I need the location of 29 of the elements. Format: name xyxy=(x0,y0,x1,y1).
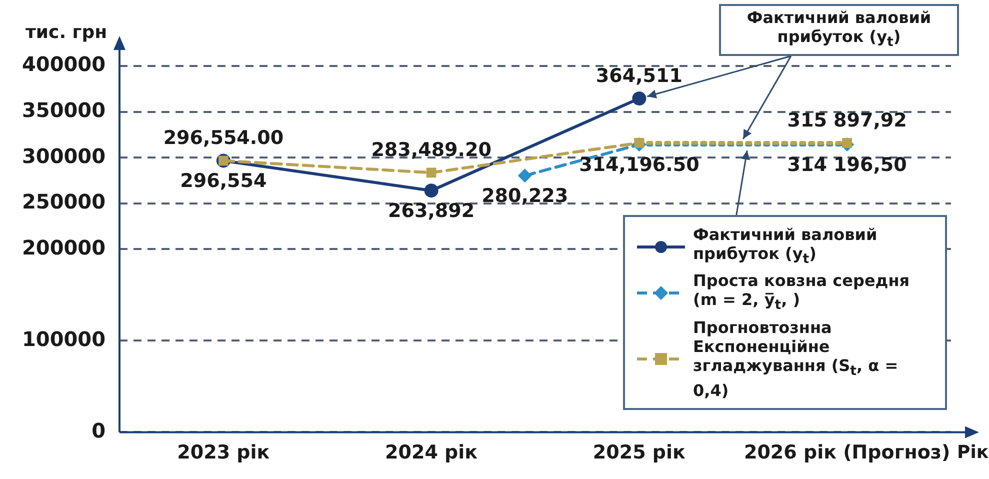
data-label: 314 196,50 xyxy=(787,154,907,176)
y-tick-label: 300000 xyxy=(22,144,106,168)
x-tick-label: 2024 рік xyxy=(385,442,478,464)
data-label: 296,554 xyxy=(180,170,267,192)
data-label: 283,489.20 xyxy=(371,139,492,162)
y-tick-label: 400000 xyxy=(22,52,106,76)
x-tick-label: 2026 рік (Прогноз) xyxy=(744,442,950,464)
data-label: 296,554.00 xyxy=(163,127,284,150)
legend-label: Фактичний валовий прибуток (y$_{t}$) xyxy=(693,225,878,270)
y-axis-title: тис. грн xyxy=(25,22,108,43)
text: Прогновтознна Експоненційне згладжування (S$_{t}$, α = 0,4) xyxy=(693,318,898,400)
legend-label: Проста ковзна середня (m = 2, y̅$_{t}$, ) xyxy=(693,271,911,316)
x-axis-title: Рік xyxy=(957,442,989,464)
point xyxy=(424,184,438,198)
x-tick-label: 2023 рік xyxy=(177,442,270,464)
x-tick-label: 2025 рік xyxy=(592,442,686,464)
y-tick-label: 350000 xyxy=(22,98,106,122)
data-label: 364,511 xyxy=(596,64,682,87)
y-tick-label: 200000 xyxy=(22,235,106,260)
point xyxy=(426,168,436,178)
y-tick-label: 0 xyxy=(92,418,106,442)
point xyxy=(518,168,532,183)
data-label: 280,223 xyxy=(482,185,568,208)
y-tick-label: 250000 xyxy=(22,190,106,214)
data-label: 315 897,92 xyxy=(787,109,907,132)
y-tick-label: 100000 xyxy=(22,326,106,351)
data-label: 263,892 xyxy=(388,200,475,222)
data-label: 314,196.50 xyxy=(579,154,700,176)
point xyxy=(632,91,646,106)
